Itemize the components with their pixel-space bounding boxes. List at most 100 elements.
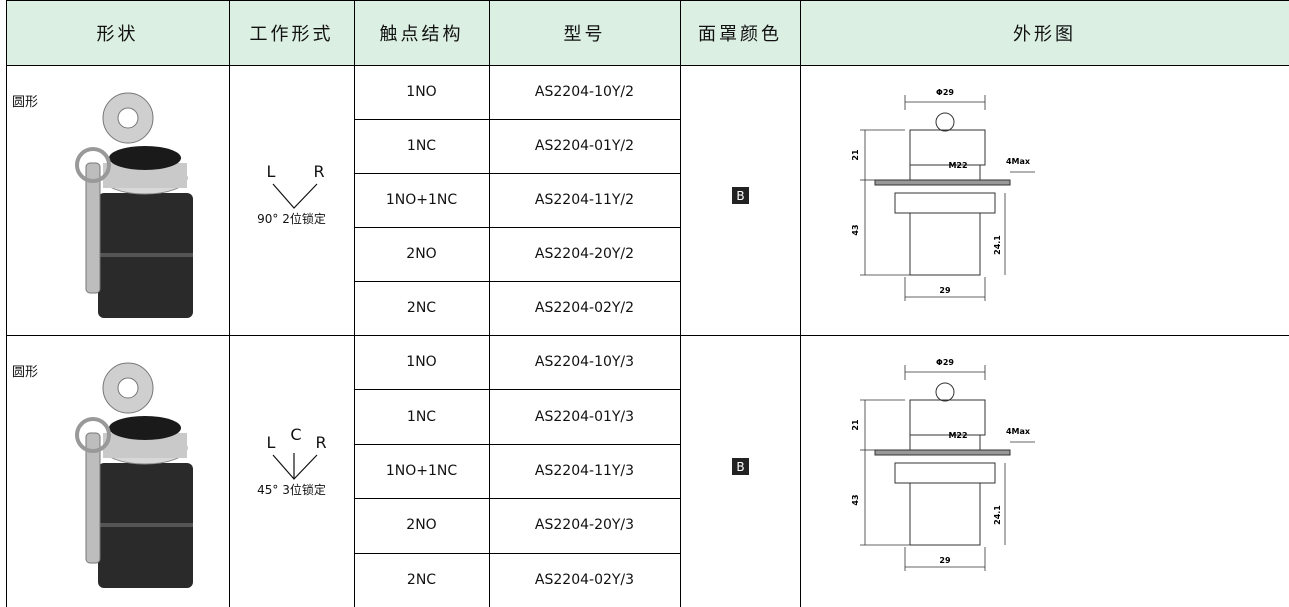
shape bbox=[909, 399, 986, 436]
shape bbox=[98, 253, 193, 257]
dimension-label: Φ29 bbox=[936, 88, 954, 97]
col-line bbox=[800, 0, 801, 607]
header-cell: 工作形式 bbox=[249, 23, 334, 45]
col-line bbox=[229, 0, 230, 607]
contact: 2NC bbox=[406, 300, 437, 316]
position-label: R bbox=[315, 433, 327, 452]
col-line bbox=[489, 0, 490, 607]
outline-drawing: Φ29 21 M22 4Max 43 24.1 29 bbox=[851, 88, 1035, 301]
contact: 1NO+1NC bbox=[385, 192, 458, 208]
shape bbox=[909, 129, 986, 166]
contact: 2NC bbox=[406, 571, 437, 588]
contact: 1NO bbox=[406, 84, 437, 100]
color-badge: B bbox=[732, 458, 749, 475]
model: AS2204-10Y/2 bbox=[534, 84, 635, 100]
dimension-label: 4Max bbox=[1006, 427, 1031, 436]
shape bbox=[909, 434, 981, 451]
shape bbox=[894, 462, 996, 484]
shape bbox=[272, 454, 318, 480]
shape bbox=[272, 183, 318, 209]
shape bbox=[75, 417, 111, 453]
model: AS2204-11Y/3 bbox=[534, 462, 635, 479]
row-line bbox=[354, 552, 680, 554]
shape bbox=[935, 382, 955, 402]
header-cell: 触点结构 bbox=[379, 23, 464, 45]
shape bbox=[98, 523, 193, 527]
mode-label: 90° 2位锁定 bbox=[257, 212, 326, 226]
contact: 1NO+1NC bbox=[385, 462, 458, 479]
dimension-label: Φ29 bbox=[936, 358, 954, 367]
dimension-label: 29 bbox=[939, 556, 951, 565]
row-line bbox=[354, 498, 680, 500]
position-label: C bbox=[290, 425, 302, 444]
col-line bbox=[354, 0, 355, 607]
dimension-label: 43 bbox=[851, 224, 860, 235]
outline-drawing: Φ29 21 M22 4Max 43 24.1 29 bbox=[851, 358, 1035, 571]
shape bbox=[117, 377, 139, 399]
dimension-label: M22 bbox=[948, 161, 967, 170]
dimension-label: 21 bbox=[851, 419, 860, 431]
shape bbox=[874, 179, 1011, 186]
model: AS2204-20Y/2 bbox=[534, 246, 635, 262]
shape bbox=[894, 192, 996, 214]
dimension-label: 43 bbox=[851, 494, 860, 505]
header-cell: 形状 bbox=[96, 23, 139, 45]
group-line bbox=[6, 335, 1289, 336]
shape-label: 圆形 bbox=[12, 95, 39, 110]
shape bbox=[109, 416, 181, 440]
position-label: L bbox=[266, 433, 276, 452]
shape bbox=[874, 449, 1011, 456]
dimension-label: M22 bbox=[948, 431, 967, 440]
model: AS2204-11Y/2 bbox=[534, 192, 635, 208]
model: AS2204-20Y/3 bbox=[534, 517, 635, 534]
shape bbox=[75, 147, 111, 183]
row-line bbox=[354, 389, 680, 391]
product-photo bbox=[75, 92, 193, 318]
dimension-label: 4Max bbox=[1006, 157, 1031, 166]
color-badge: B bbox=[732, 187, 749, 204]
position-label: L bbox=[266, 162, 276, 181]
header-line bbox=[6, 0, 1289, 1]
header-cell: 外形图 bbox=[1013, 23, 1076, 45]
row-line bbox=[354, 227, 680, 228]
contact: 1NC bbox=[406, 138, 437, 154]
mode-label: 45° 3位锁定 bbox=[257, 483, 326, 497]
model: AS2204-01Y/2 bbox=[534, 138, 635, 154]
group-line bbox=[6, 65, 1289, 66]
mode-symbol bbox=[272, 183, 318, 209]
dimension-label: 24.1 bbox=[993, 505, 1002, 525]
model: AS2204-02Y/3 bbox=[534, 571, 635, 588]
model: AS2204-10Y/3 bbox=[534, 354, 635, 371]
dimension-label: 21 bbox=[851, 149, 860, 161]
contact: 2NO bbox=[406, 517, 437, 534]
product-photo bbox=[75, 362, 193, 588]
row-line bbox=[354, 281, 680, 282]
row-line bbox=[354, 173, 680, 174]
col-line bbox=[6, 0, 7, 607]
shape bbox=[85, 432, 101, 564]
model: AS2204-01Y/3 bbox=[534, 408, 635, 425]
position-label: R bbox=[313, 162, 325, 181]
shape bbox=[85, 162, 101, 294]
col-line bbox=[680, 0, 681, 607]
contact: 1NC bbox=[406, 408, 437, 425]
shape bbox=[117, 107, 139, 129]
contact: 2NO bbox=[406, 246, 437, 262]
row-line bbox=[354, 119, 680, 120]
mode-symbol bbox=[272, 453, 318, 480]
header-cell: 型号 bbox=[563, 23, 606, 45]
shape bbox=[909, 164, 981, 181]
header-cell: 面罩颜色 bbox=[698, 23, 782, 45]
row-line bbox=[354, 443, 680, 445]
shape bbox=[909, 482, 981, 546]
model: AS2204-02Y/2 bbox=[534, 300, 635, 316]
dimension-label: 29 bbox=[939, 286, 951, 295]
contact: 1NO bbox=[406, 354, 437, 371]
shape bbox=[935, 112, 955, 132]
shape bbox=[909, 212, 981, 276]
dimension-label: 24.1 bbox=[993, 235, 1002, 255]
shape-label: 圆形 bbox=[12, 365, 39, 380]
header-bg bbox=[6, 0, 1289, 65]
shape bbox=[109, 146, 181, 170]
